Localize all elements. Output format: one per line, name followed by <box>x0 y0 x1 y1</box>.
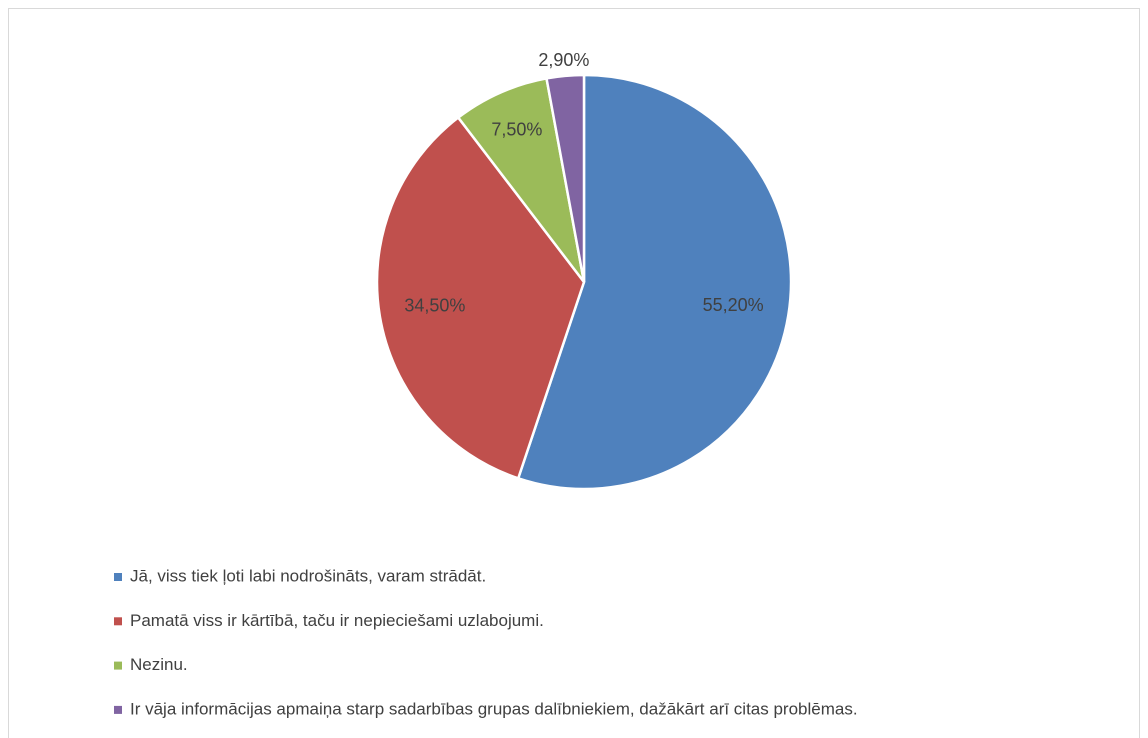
pie-slice <box>516 73 793 491</box>
legend-swatch <box>114 661 122 670</box>
legend-label: Nezinu. <box>130 655 188 674</box>
legend-swatch <box>114 705 122 714</box>
data-label: 7,50% <box>491 119 542 139</box>
pie-slice <box>375 115 586 480</box>
pie-slice <box>456 76 586 283</box>
data-label: 2,90% <box>538 50 589 70</box>
data-label: 55,20% <box>703 295 764 315</box>
legend-swatch <box>114 573 122 581</box>
legend-label: Pamatā viss ir kārtībā, taču ir nepiecie… <box>130 611 544 630</box>
pie-slice <box>545 73 586 283</box>
data-label: 34,50% <box>404 296 465 316</box>
legend-label: Ir vāja informācijas apmaiņa starp sadar… <box>130 699 858 718</box>
legend-label: Jā, viss tiek ļoti labi nodrošināts, var… <box>130 566 486 585</box>
legend-swatch <box>114 617 122 626</box>
